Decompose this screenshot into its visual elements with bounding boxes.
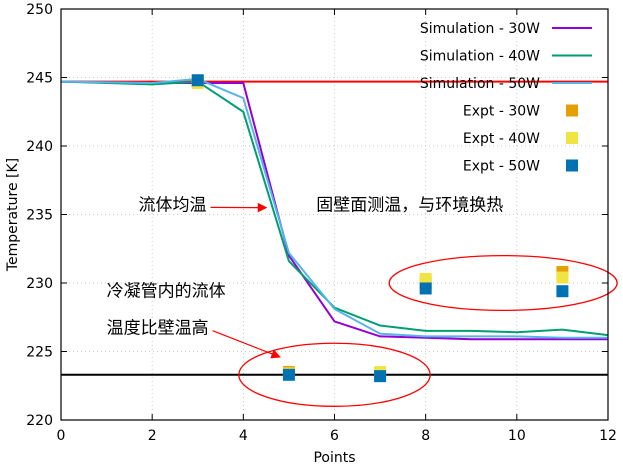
legend-swatch-marker bbox=[566, 132, 578, 144]
legend: Simulation - 30W Simulation - 40W Simulati… bbox=[420, 21, 592, 175]
x-tick-label: 10 bbox=[508, 428, 526, 444]
legend-label: Expt - 50W bbox=[463, 159, 540, 175]
y-tick-label: 220 bbox=[26, 413, 53, 429]
axis-ticks: 0 2 4 6 8 10 12 220 225 230 235 240 245 250 bbox=[26, 2, 617, 444]
x-tick-label: 12 bbox=[599, 428, 617, 444]
x-tick-label: 6 bbox=[330, 428, 339, 444]
highlight-ellipse bbox=[238, 342, 431, 407]
highlight-ellipses bbox=[238, 254, 618, 407]
x-tick-label: 8 bbox=[421, 428, 430, 444]
expt-marker bbox=[282, 368, 295, 381]
reference-lines bbox=[61, 80, 608, 376]
x-tick-label: 2 bbox=[148, 428, 157, 444]
legend-label: Simulation - 50W bbox=[420, 76, 540, 92]
annotation-text: 流体均温 bbox=[138, 195, 206, 215]
y-tick-label: 250 bbox=[26, 2, 53, 18]
expt-marker bbox=[419, 272, 432, 285]
legend-swatch-marker bbox=[566, 104, 578, 117]
series-line bbox=[60, 77, 608, 339]
annotation-text: 冷凝管内的流体 bbox=[107, 282, 226, 302]
legend-label: Simulation - 40W bbox=[420, 49, 540, 65]
expt-marker bbox=[556, 271, 569, 284]
annotation-text: 固壁面测温，与环境换热 bbox=[316, 195, 503, 215]
y-axis-label: Temperature [K] bbox=[5, 158, 21, 272]
legend-label: Expt - 30W bbox=[463, 104, 540, 120]
expt-marker bbox=[374, 370, 387, 383]
y-tick-label: 230 bbox=[26, 276, 53, 292]
expt-marker bbox=[419, 282, 432, 295]
grid bbox=[61, 9, 608, 420]
legend-label: Simulation - 30W bbox=[420, 21, 540, 37]
series-line bbox=[60, 80, 609, 337]
y-tick-label: 225 bbox=[26, 345, 53, 361]
x-axis-label: Points bbox=[313, 450, 355, 465]
x-tick-label: 0 bbox=[57, 428, 66, 444]
y-tick-label: 235 bbox=[26, 208, 53, 224]
legend-label: Expt - 40W bbox=[463, 131, 540, 147]
annotation-arrow bbox=[212, 330, 281, 359]
x-tick-label: 4 bbox=[239, 428, 248, 444]
y-tick-label: 245 bbox=[26, 71, 53, 87]
highlight-ellipse bbox=[388, 254, 618, 312]
expt-marker bbox=[556, 285, 569, 298]
y-tick-label: 240 bbox=[26, 139, 53, 155]
expt-marker bbox=[191, 74, 204, 87]
legend-swatch-marker bbox=[566, 159, 578, 172]
annotation-text: 温度比壁温高 bbox=[107, 319, 209, 339]
experiment-markers bbox=[191, 74, 569, 383]
series bbox=[60, 77, 609, 341]
